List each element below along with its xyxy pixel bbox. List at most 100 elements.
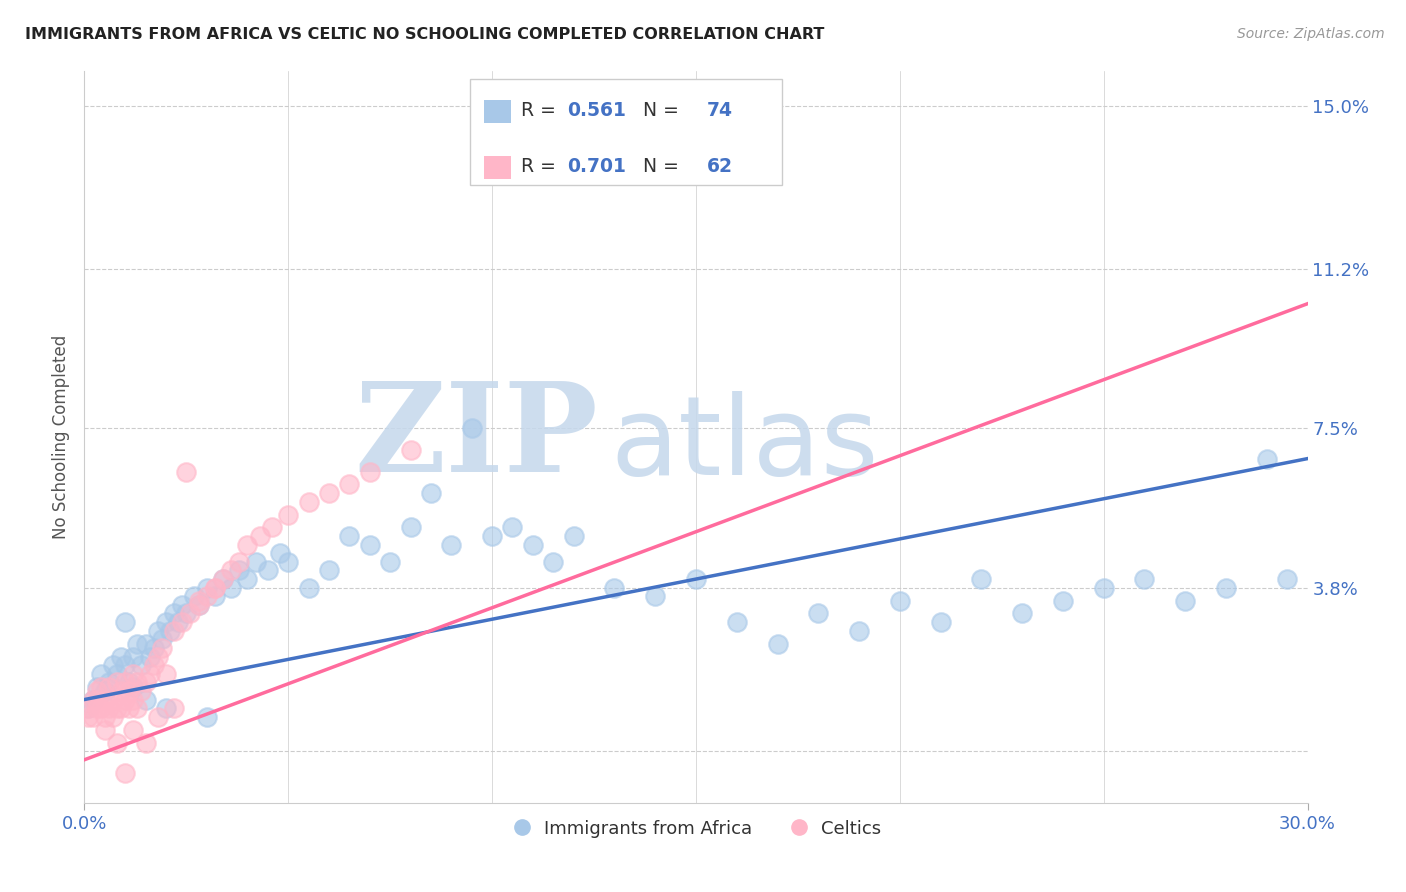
Point bbox=[122, 649, 145, 664]
Point bbox=[1277, 572, 1299, 586]
Point bbox=[195, 589, 218, 603]
Point bbox=[135, 675, 157, 690]
Y-axis label: No Schooling Completed: No Schooling Completed bbox=[52, 335, 70, 539]
Point bbox=[228, 555, 250, 569]
Point bbox=[167, 615, 190, 629]
Point bbox=[146, 710, 169, 724]
Point bbox=[155, 615, 177, 629]
Point bbox=[174, 465, 197, 479]
Point bbox=[127, 675, 149, 690]
Point bbox=[172, 598, 194, 612]
Point bbox=[114, 658, 136, 673]
Point bbox=[440, 538, 463, 552]
Point bbox=[110, 649, 132, 664]
Point bbox=[146, 649, 169, 664]
Point bbox=[277, 508, 299, 522]
Point bbox=[82, 710, 104, 724]
Point bbox=[122, 666, 145, 681]
Point bbox=[77, 701, 100, 715]
Point bbox=[399, 520, 422, 534]
Point bbox=[522, 538, 544, 552]
Point bbox=[135, 692, 157, 706]
Point bbox=[118, 675, 141, 690]
Point bbox=[97, 701, 120, 715]
Point bbox=[1011, 607, 1033, 621]
Text: ZIP: ZIP bbox=[354, 376, 598, 498]
Point bbox=[97, 680, 120, 694]
Point bbox=[339, 477, 361, 491]
Point bbox=[970, 572, 993, 586]
Point bbox=[1256, 451, 1278, 466]
Point bbox=[172, 615, 194, 629]
Point bbox=[359, 538, 381, 552]
Point bbox=[86, 701, 108, 715]
Text: 0.701: 0.701 bbox=[568, 157, 627, 176]
Point bbox=[219, 581, 242, 595]
Point bbox=[142, 658, 165, 673]
Legend: Immigrants from Africa, Celtics: Immigrants from Africa, Celtics bbox=[505, 813, 887, 845]
Point bbox=[249, 529, 271, 543]
Point bbox=[77, 710, 100, 724]
Point bbox=[298, 581, 321, 595]
Point bbox=[142, 640, 165, 655]
Point bbox=[163, 607, 186, 621]
Point bbox=[183, 589, 205, 603]
Point bbox=[399, 442, 422, 457]
Point bbox=[212, 572, 235, 586]
Point bbox=[90, 701, 112, 715]
Point bbox=[195, 710, 218, 724]
Point bbox=[138, 666, 160, 681]
Point bbox=[93, 692, 115, 706]
Point bbox=[644, 589, 666, 603]
Point bbox=[807, 607, 830, 621]
Point bbox=[269, 546, 291, 560]
Point bbox=[236, 538, 259, 552]
Point bbox=[179, 607, 201, 621]
Point bbox=[562, 529, 585, 543]
Text: N =: N = bbox=[631, 101, 685, 120]
Point bbox=[127, 701, 149, 715]
Point bbox=[90, 666, 112, 681]
Point bbox=[122, 692, 145, 706]
Text: 62: 62 bbox=[707, 157, 733, 176]
Text: N =: N = bbox=[631, 157, 685, 176]
Point bbox=[114, 765, 136, 780]
Point bbox=[277, 555, 299, 569]
Point bbox=[159, 624, 181, 638]
Point bbox=[150, 632, 173, 647]
Point bbox=[93, 710, 115, 724]
Text: R =: R = bbox=[522, 157, 562, 176]
Point bbox=[1215, 581, 1237, 595]
Point bbox=[380, 555, 402, 569]
Point bbox=[603, 581, 626, 595]
Point bbox=[174, 607, 197, 621]
Point bbox=[1052, 593, 1074, 607]
Text: 74: 74 bbox=[707, 101, 733, 120]
Point bbox=[150, 640, 173, 655]
Point bbox=[318, 564, 340, 578]
Point bbox=[93, 723, 115, 737]
Point bbox=[187, 598, 209, 612]
Point bbox=[1174, 593, 1197, 607]
Point bbox=[155, 666, 177, 681]
Point bbox=[114, 675, 136, 690]
Text: atlas: atlas bbox=[610, 391, 879, 498]
Point bbox=[122, 723, 145, 737]
FancyBboxPatch shape bbox=[484, 100, 512, 122]
Point bbox=[685, 572, 707, 586]
Point bbox=[1133, 572, 1156, 586]
Point bbox=[105, 735, 128, 749]
Point bbox=[257, 564, 280, 578]
Point bbox=[86, 692, 108, 706]
Point bbox=[131, 684, 153, 698]
Point bbox=[502, 520, 524, 534]
FancyBboxPatch shape bbox=[470, 78, 782, 185]
Point bbox=[187, 593, 209, 607]
Point bbox=[122, 680, 145, 694]
Point bbox=[481, 529, 503, 543]
Text: R =: R = bbox=[522, 101, 562, 120]
Point bbox=[163, 624, 186, 638]
Point bbox=[86, 684, 108, 698]
Point bbox=[105, 675, 128, 690]
Point bbox=[127, 637, 149, 651]
